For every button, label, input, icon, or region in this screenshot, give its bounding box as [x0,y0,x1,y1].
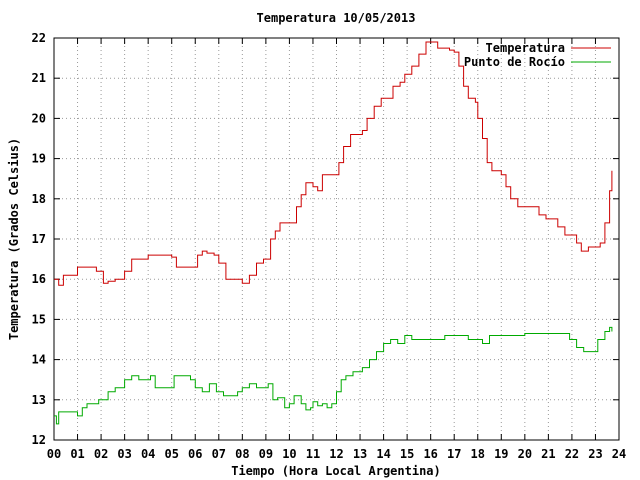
x-tick-label: 12 [329,447,343,461]
x-tick-label: 02 [94,447,108,461]
grid [54,38,619,440]
y-tick-label: 20 [32,111,46,125]
y-tick-label: 13 [32,393,46,407]
y-tick-label: 21 [32,71,46,85]
x-tick-label: 17 [447,447,461,461]
y-tick-label: 18 [32,192,46,206]
series-line-temperatura [54,41,613,286]
x-tick-label: 07 [212,447,226,461]
x-tick-label: 11 [306,447,320,461]
x-tick-label: 13 [353,447,367,461]
x-tick-label: 01 [70,447,84,461]
y-tick-label: 22 [32,31,46,45]
y-tick-label: 17 [32,232,46,246]
y-tick-label: 14 [32,353,46,367]
series-lines [54,41,613,425]
x-tick-label: 10 [282,447,296,461]
x-tick-label: 18 [471,447,485,461]
y-tick-label: 15 [32,312,46,326]
x-axis-label: Tiempo (Hora Local Argentina) [231,464,441,478]
x-tick-label: 00 [47,447,61,461]
y-tick-label: 19 [32,152,46,166]
x-tick-label: 14 [376,447,390,461]
y-axis-label: Temperatura (Grados Celsius) [7,138,21,340]
y-tick-label: 16 [32,272,46,286]
y-axis-tick-labels: 12 13 14 15 16 17 18 19 20 21 22 [32,31,46,447]
legend-label-punto-de-rocio: Punto de Rocío [464,55,565,69]
x-tick-label: 08 [235,447,249,461]
x-tick-label: 15 [400,447,414,461]
x-tick-label: 23 [588,447,602,461]
x-tick-label: 04 [141,447,155,461]
x-tick-label: 05 [164,447,178,461]
x-tick-label: 20 [518,447,532,461]
x-tick-label: 06 [188,447,202,461]
x-tick-label: 16 [423,447,437,461]
chart-title: Temperatura 10/05/2013 [257,11,416,25]
legend-label-temperatura: Temperatura [486,41,565,55]
axis-ticks [53,37,620,441]
y-tick-label: 12 [32,433,46,447]
x-tick-label: 22 [565,447,579,461]
x-tick-label: 09 [259,447,273,461]
x-axis-tick-labels: 00 01 02 03 04 05 06 07 08 09 10 11 12 13 14 15 16 17 18 19… [47,447,626,461]
x-tick-label: 03 [117,447,131,461]
series-line-punto-de-rocio [54,326,613,425]
legend: Temperatura Punto de Rocío [464,41,611,69]
x-tick-label: 21 [541,447,555,461]
x-tick-label: 24 [612,447,626,461]
x-tick-label: 19 [494,447,508,461]
